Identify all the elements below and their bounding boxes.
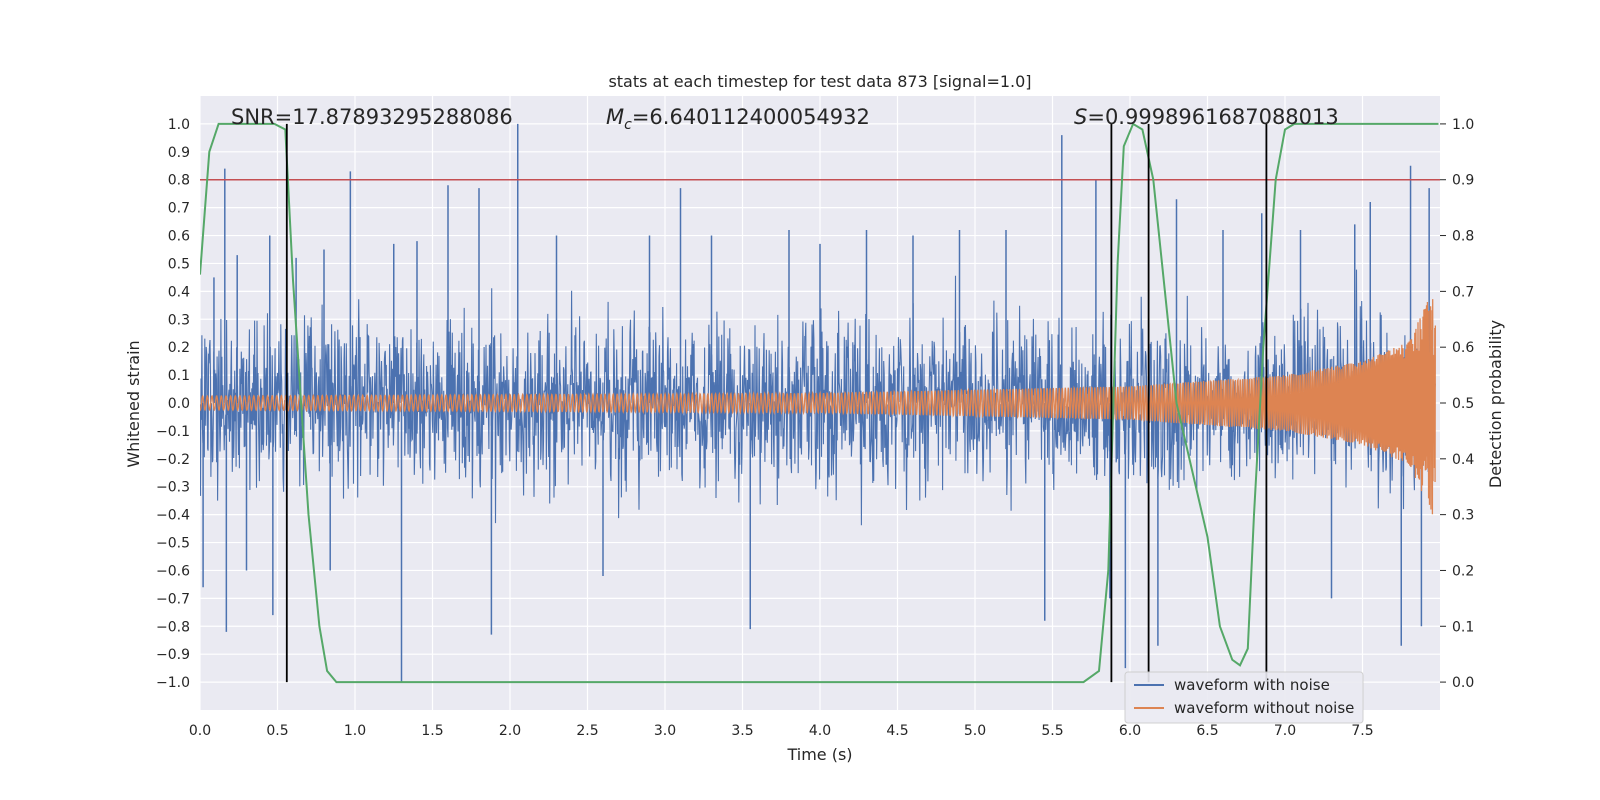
y-left-tick-label: −1.0 [156, 675, 190, 691]
y-left-tick-label: −0.3 [156, 480, 190, 496]
y-left-tick-label: 0.5 [168, 256, 190, 272]
x-ticks: 0.0 0.5 1.0 1.5 2.0 2.5 3.0 3.5 4.0 4.5 5.0 5.5 6.0 6… [189, 723, 1374, 739]
y-right-tick-label: 0.5 [1452, 396, 1474, 412]
x-tick-label: 1.5 [421, 723, 443, 739]
y-left-tick-label: 0.3 [168, 312, 190, 328]
chirp-mass-annotation: Mc=6.640112400054932 [606, 105, 870, 133]
y-left-tick-label: −0.9 [156, 647, 190, 663]
x-tick-label: 7.0 [1274, 723, 1296, 739]
series-detection-probability [200, 122, 1439, 684]
x-tick-label: 5.0 [964, 723, 986, 739]
y-left-tick-label: 0.0 [168, 396, 190, 412]
chart-title: stats at each timestep for test data 873… [608, 72, 1031, 91]
y-right-tick-label: 0.9 [1452, 173, 1474, 189]
x-tick-label: 7.5 [1351, 723, 1373, 739]
x-tick-label: 3.5 [731, 723, 753, 739]
y-left-tick-label: −0.6 [156, 563, 190, 579]
y-left-tick-label: 0.2 [168, 340, 190, 356]
x-tick-label: 0.5 [266, 723, 288, 739]
y-right-tick-label: 0.8 [1452, 229, 1474, 245]
x-axis-label: Time (s) [786, 745, 852, 764]
legend: waveform with noise waveform without noi… [1124, 671, 1364, 724]
legend-label-noise: waveform with noise [1174, 676, 1330, 694]
y-left-tick-label: 0.9 [168, 145, 190, 161]
x-tick-label: 2.5 [576, 723, 598, 739]
snr-annotation: SNR=17.87893295288086 [231, 105, 513, 129]
y-right-tick-label: 0.6 [1452, 340, 1474, 356]
x-tick-label: 3.0 [654, 723, 676, 739]
x-tick-label: 1.0 [344, 723, 366, 739]
y-left-tick-label: −0.1 [156, 424, 190, 440]
y-left-tick-label: 1.0 [168, 117, 190, 133]
x-tick-label: 2.0 [499, 723, 521, 739]
y-left-tick-label: −0.7 [156, 591, 190, 607]
y-left-tick-label: 0.1 [168, 368, 190, 384]
probability-trace [200, 122, 1439, 684]
y-left-tick-label: 0.6 [168, 229, 190, 245]
s-annotation: S=0.9998961687088013 [1074, 105, 1339, 129]
x-tick-label: 4.0 [809, 723, 831, 739]
y-right-tick-label: 0.0 [1452, 675, 1474, 691]
legend-label-clean: waveform without noise [1174, 699, 1354, 717]
y-left-ticks: 1.0 0.9 0.8 0.7 0.6 0.5 0.4 0.3 0.2 0.1 0.0 −0.1 −0.… [156, 117, 190, 691]
y-left-tick-label: 0.7 [168, 201, 190, 217]
y-axis-left-label: Whitened strain [124, 340, 143, 467]
y-left-tick-label: −0.2 [156, 452, 190, 468]
vertical-markers [285, 123, 1268, 683]
x-tick-label: 5.5 [1041, 723, 1063, 739]
y-left-tick-label: −0.8 [156, 619, 190, 635]
y-right-tick-label: 0.1 [1452, 619, 1474, 635]
y-axis-right-label: Detection probability [1486, 320, 1505, 488]
y-right-ticks: 1.0 0.9 0.8 0.7 0.6 0.5 0.4 0.3 0.2 0.1 0.0 [1440, 117, 1474, 691]
x-tick-label: 6.5 [1196, 723, 1218, 739]
y-left-tick-label: 0.4 [168, 284, 190, 300]
y-left-tick-label: 0.8 [168, 173, 190, 189]
y-left-tick-label: −0.4 [156, 508, 190, 524]
y-left-tick-label: −0.5 [156, 536, 190, 552]
y-right-tick-label: 0.4 [1452, 452, 1474, 468]
x-tick-label: 6.0 [1119, 723, 1141, 739]
y-right-tick-label: 0.2 [1452, 563, 1474, 579]
x-tick-label: 0.0 [189, 723, 211, 739]
y-right-tick-label: 1.0 [1452, 117, 1474, 133]
x-tick-label: 4.5 [886, 723, 908, 739]
y-right-tick-label: 0.7 [1452, 284, 1474, 300]
y-right-tick-label: 0.3 [1452, 508, 1474, 524]
series-waveform-without-noise [200, 299, 1436, 515]
clean-trace [200, 299, 1436, 515]
